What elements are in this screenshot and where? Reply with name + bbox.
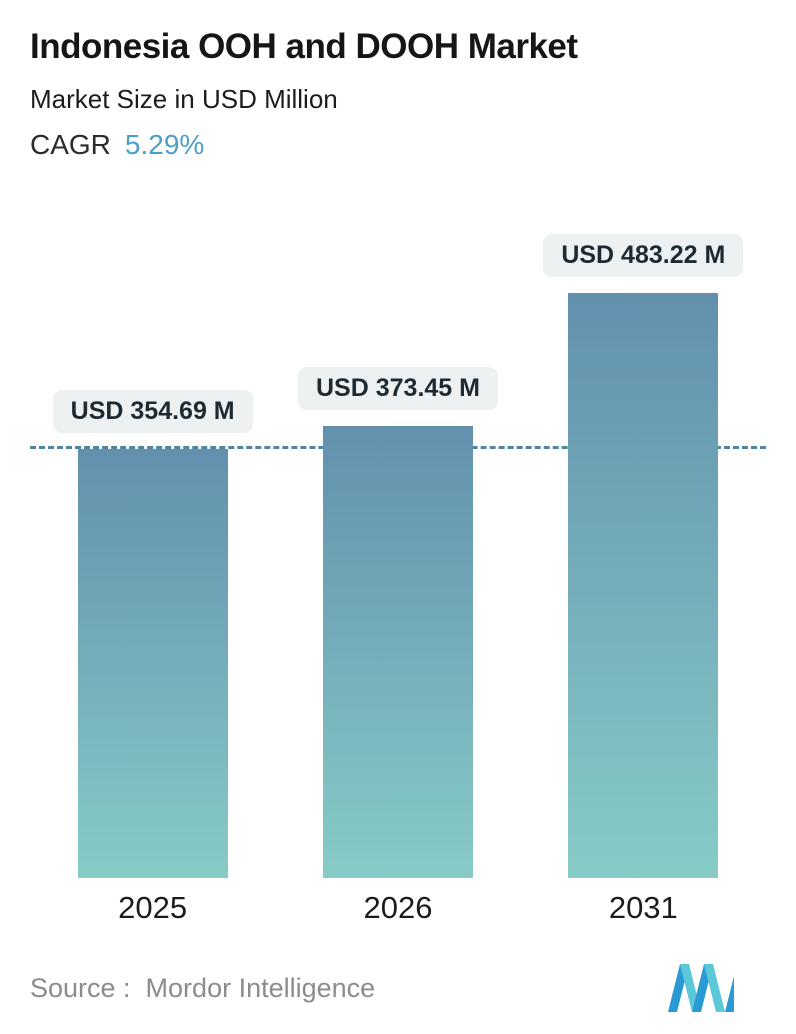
chart-subtitle: Market Size in USD Million (30, 84, 338, 114)
cagr-value: 5.29% (124, 129, 205, 160)
bars-row: USD 354.69 M USD 373.45 M USD 483.22 M (30, 223, 766, 878)
bar-2025 (77, 449, 228, 878)
footer: Source : Mordor Intelligence (30, 964, 736, 1012)
cagr-row: CAGR 5.29% (30, 129, 766, 161)
bar-chart: USD 354.69 M USD 373.45 M USD 483.22 M (30, 223, 766, 878)
x-label-2026: 2026 (363, 890, 433, 925)
value-label-2026: USD 373.45 M (298, 367, 498, 410)
bar-2026 (322, 426, 473, 878)
bar-group-2031: USD 483.22 M (521, 223, 766, 878)
value-label-2025: USD 354.69 M (52, 390, 253, 433)
bar-group-2026: USD 373.45 M (275, 223, 520, 878)
cagr-label: CAGR (30, 129, 111, 160)
source-attribution: Source : Mordor Intelligence (30, 972, 376, 1003)
x-axis-labels: 2025 2026 2031 (30, 890, 766, 926)
x-label-2031: 2031 (608, 890, 678, 925)
bar-2031 (568, 293, 719, 878)
x-label-2025: 2025 (118, 890, 188, 925)
mordor-intelligence-logo (668, 964, 734, 1012)
bar-group-2025: USD 354.69 M (30, 223, 275, 878)
chart-title: Indonesia OOH and DOOH Market (30, 27, 578, 66)
value-label-2031: USD 483.22 M (543, 234, 744, 277)
